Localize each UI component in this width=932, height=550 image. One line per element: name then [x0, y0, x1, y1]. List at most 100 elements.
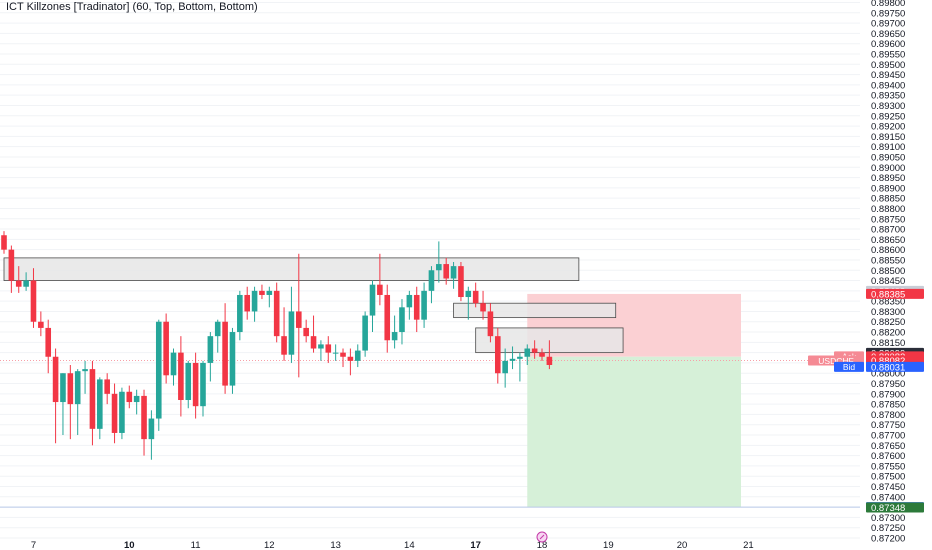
price-tick-label: 0.87850 — [871, 400, 905, 411]
price-tick-label: 0.87200 — [871, 534, 905, 545]
price-tick-label: 0.88250 — [871, 317, 905, 328]
candle-body — [119, 391, 125, 433]
candle-body — [170, 352, 177, 376]
candle-body — [443, 264, 449, 279]
candle-body — [163, 321, 169, 376]
time-tick-label: 7 — [31, 540, 36, 550]
candle-body — [494, 336, 501, 374]
price-tick-label: 0.89650 — [871, 29, 905, 40]
price-tick-label: 0.89050 — [871, 152, 905, 163]
candle-body — [207, 336, 214, 363]
candle-body — [340, 352, 346, 357]
price-tick-label: 0.88500 — [871, 266, 905, 277]
candle-body — [185, 362, 192, 401]
candle-body — [318, 344, 324, 349]
candle-body — [52, 356, 59, 403]
price-tick-label: 0.87500 — [871, 472, 905, 483]
candle-body — [30, 280, 37, 322]
candle-body — [509, 358, 516, 361]
candle-body — [354, 350, 361, 361]
price-tick-label: 0.87450 — [871, 482, 905, 493]
price-tick-label: 0.87750 — [871, 420, 905, 431]
price-tick-label: 0.89600 — [871, 39, 905, 50]
candle-body — [244, 294, 251, 312]
take-profit-zone — [527, 356, 741, 508]
price-tick-label: 0.89350 — [871, 91, 905, 102]
candle-body — [214, 321, 221, 337]
candle-body — [15, 280, 22, 287]
candle-body — [325, 344, 332, 353]
candle-body — [126, 391, 133, 403]
candle-body — [539, 352, 545, 357]
price-tick-label: 0.87600 — [871, 451, 905, 462]
candle-body — [428, 270, 435, 291]
price-tag-box — [834, 361, 864, 372]
time-tick-label: 21 — [743, 540, 754, 550]
candle-body — [487, 311, 494, 337]
price-tick-label: 0.88850 — [871, 194, 905, 205]
price-tag-bid_tag: Bid — [843, 362, 856, 372]
candle-body — [155, 321, 162, 419]
candle-body — [23, 280, 29, 287]
price-tick-label: 0.88550 — [871, 255, 905, 266]
candle-body — [229, 332, 236, 386]
supply-zone-2 — [453, 302, 617, 319]
price-tick-label: 0.88950 — [871, 173, 905, 184]
price-label-bid: 0.88031 — [871, 362, 905, 373]
price-tick-label: 0.89550 — [871, 49, 905, 60]
time-tick-label: 11 — [191, 540, 201, 550]
candle-body — [89, 369, 96, 429]
candle-body — [111, 393, 118, 433]
candle-body — [8, 249, 15, 281]
candle-body — [45, 327, 52, 357]
candle-body — [273, 290, 280, 337]
price-tick-label: 0.89500 — [871, 60, 905, 71]
candle-body — [67, 373, 74, 405]
candle-body — [465, 290, 472, 298]
candle-body — [524, 348, 531, 357]
candle-body — [502, 360, 508, 374]
candle-body — [347, 356, 354, 361]
price-tick-label: 0.89100 — [871, 142, 905, 153]
time-tick-label: 14 — [404, 540, 415, 550]
candle-body — [517, 356, 523, 359]
candle-body — [192, 362, 199, 407]
candle-body — [141, 395, 147, 440]
candle-body — [237, 294, 243, 333]
candle-body — [413, 294, 420, 320]
candle-body — [266, 290, 273, 295]
price-tag-symbol_tag: USDCHF — [818, 356, 853, 366]
price-labels: 0.884000.883850.88099Ask0.88082USDCHF0.8… — [808, 285, 924, 514]
time-tick-label: 20 — [677, 540, 688, 550]
price-tick-label: 0.88150 — [871, 338, 905, 349]
price-tick-label: 0.87550 — [871, 461, 905, 472]
price-label-target: 0.87348 — [871, 503, 905, 514]
price-tick-label: 0.89750 — [871, 8, 905, 19]
price-tick-label: 0.89800 — [871, 0, 905, 9]
indicator-title[interactable]: ICT Killzones [Tradinator] (60, Top, Bot… — [6, 1, 258, 13]
price-tick-label: 0.87400 — [871, 492, 905, 503]
candle-body — [133, 395, 140, 403]
candle-body — [251, 290, 258, 312]
price-tick-label: 0.87900 — [871, 389, 905, 400]
price-tick-label: 0.88700 — [871, 225, 905, 236]
supply-zone-1 — [3, 257, 580, 281]
candle-body — [1, 235, 7, 250]
price-tick-label: 0.87250 — [871, 523, 905, 534]
price-label-box — [866, 361, 924, 372]
candle-body — [450, 266, 457, 279]
candle-body — [178, 352, 184, 401]
candle-body — [303, 327, 309, 337]
time-tick-label: 18 — [537, 540, 548, 550]
candle-body — [531, 348, 538, 353]
price-label-stop: 0.88385 — [871, 289, 905, 300]
candle-body — [480, 303, 486, 312]
time-tick-label: 17 — [470, 540, 481, 550]
time-tick-label: 12 — [264, 540, 275, 550]
candle-body — [546, 356, 553, 365]
time-tick-label: 10 — [124, 540, 135, 550]
candle-body — [104, 379, 110, 394]
candle-body — [436, 264, 442, 271]
price-tick-label: 0.87650 — [871, 441, 905, 452]
